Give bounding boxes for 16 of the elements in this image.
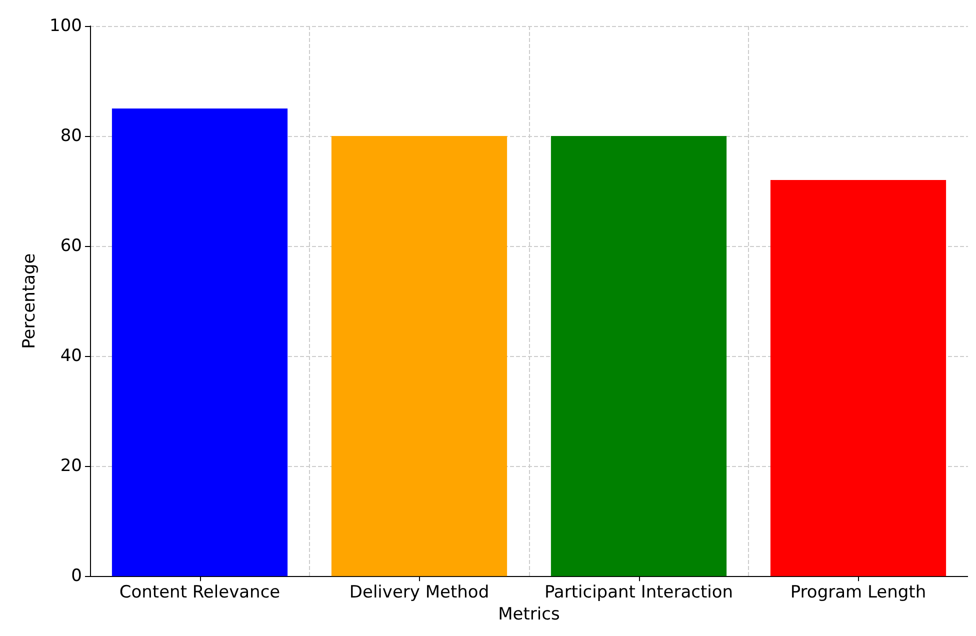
x-axis-title: Metrics: [498, 604, 560, 624]
x-tick-label: Delivery Method: [349, 582, 490, 603]
y-axis-title: Percentage: [20, 253, 40, 349]
y-tick-label: 20: [60, 456, 82, 476]
bar: [331, 136, 508, 576]
y-tick-label: 0: [71, 566, 82, 586]
y-tick-label: 60: [60, 236, 82, 256]
y-tick-label: 100: [50, 16, 82, 36]
y-tick-label: 40: [60, 346, 82, 366]
x-tick-label: Program Length: [790, 582, 926, 603]
x-tick-label: Participant Interaction: [544, 582, 734, 603]
y-tick-label: 80: [60, 126, 82, 146]
bar: [550, 136, 727, 576]
bar: [112, 108, 288, 576]
x-tick-label: Content Relevance: [119, 582, 280, 603]
bar: [770, 180, 946, 576]
